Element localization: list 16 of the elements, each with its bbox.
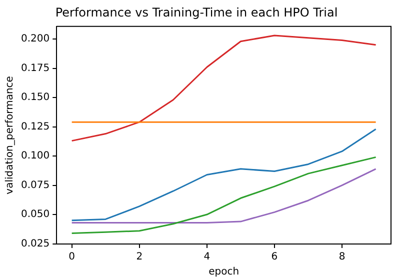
y-tick-label: 0.075 bbox=[20, 180, 50, 191]
x-tick-label: 0 bbox=[68, 252, 76, 263]
y-tick-label: 0.175 bbox=[20, 62, 50, 74]
x-tick-label: 8 bbox=[338, 252, 346, 263]
x-tick-label: 2 bbox=[136, 252, 143, 263]
y-tick-label: 0.150 bbox=[20, 92, 50, 104]
y-tick-label: 0.200 bbox=[20, 34, 50, 45]
y-axis-title: validation_performance bbox=[4, 76, 16, 194]
x-tick-label: 6 bbox=[271, 252, 278, 263]
x-axis-title: epoch bbox=[208, 266, 240, 278]
y-tick-label: 0.125 bbox=[20, 121, 50, 132]
y-tick-label: 0.100 bbox=[20, 150, 50, 162]
chart-title: Performance vs Training-Time in each HPO Trial bbox=[55, 5, 338, 20]
x-tick-label: 4 bbox=[204, 252, 210, 263]
y-tick-label: 0.025 bbox=[20, 238, 50, 250]
y-tick-label: 0.050 bbox=[20, 209, 50, 220]
